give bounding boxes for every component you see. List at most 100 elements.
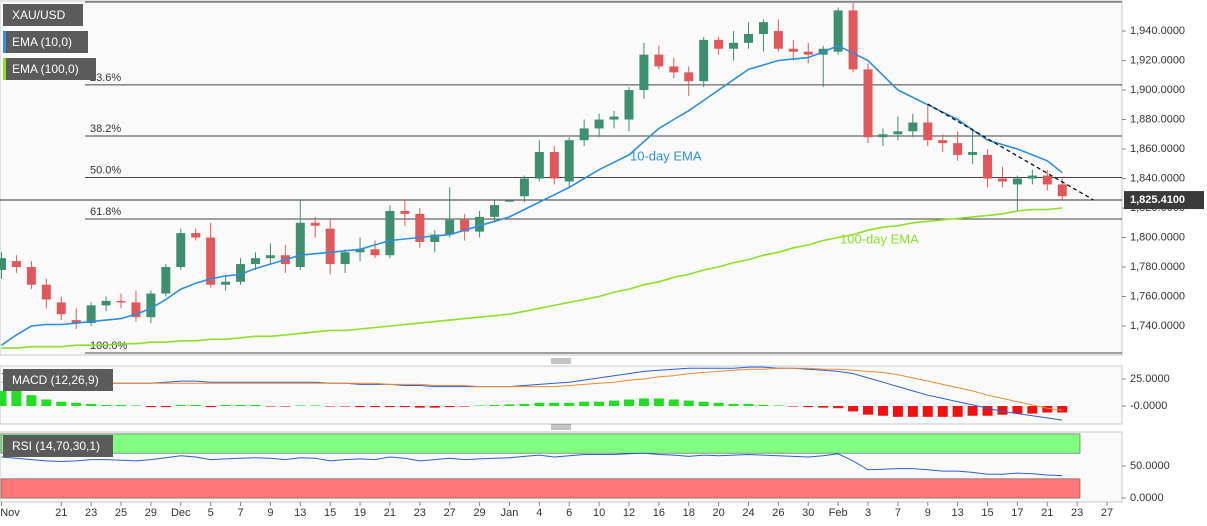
- macd-histogram-bar: [922, 406, 933, 417]
- macd-histogram-bar: [982, 406, 993, 416]
- macd-histogram-bar: [250, 404, 261, 407]
- macd-histogram-bar: [504, 404, 515, 407]
- candle-body: [758, 22, 768, 35]
- macd-histogram-bar: [1042, 406, 1053, 413]
- fib-label: 61.8%: [90, 206, 121, 218]
- price-tag: [1124, 191, 1204, 210]
- x-tick-label: 29: [145, 507, 157, 519]
- macd-histogram-bar: [967, 406, 978, 416]
- y-tick-label: 1,900.0000: [1130, 84, 1185, 96]
- candle-body: [848, 10, 858, 70]
- macd-histogram-bar: [116, 404, 127, 407]
- y-tick-label: 1,860.0000: [1130, 143, 1185, 155]
- macd-histogram-bar: [549, 402, 560, 407]
- x-tick-label: 25: [115, 507, 127, 519]
- x-tick-label: 23: [1071, 507, 1083, 519]
- x-tick-label: 13: [952, 507, 964, 519]
- candle-body: [161, 267, 171, 294]
- candle-body: [41, 284, 51, 300]
- macd-histogram-bar: [145, 406, 156, 408]
- candle-body: [534, 151, 544, 179]
- macd-histogram-bar: [907, 406, 918, 417]
- macd-histogram-bar: [728, 403, 739, 407]
- macd-histogram-bar: [713, 402, 724, 407]
- y-tick-label: 1,780.0000: [1130, 261, 1185, 273]
- fib-label: 23.6%: [90, 72, 121, 84]
- macd-histogram-bar: [564, 402, 575, 407]
- macd-histogram-bar: [175, 404, 186, 407]
- y-tick-label: 1,760.0000: [1130, 290, 1185, 302]
- macd-histogram-bar: [534, 402, 545, 407]
- legend-label: EMA (10,0): [12, 35, 72, 49]
- macd-histogram-bar: [892, 406, 903, 417]
- x-tick-label: 21: [384, 507, 396, 519]
- candle-body: [475, 216, 485, 232]
- candle-body: [878, 134, 888, 138]
- y-tick-label: 1,800.0000: [1130, 231, 1185, 243]
- macd-histogram-bar: [803, 406, 814, 408]
- macd-histogram-bar: [310, 405, 321, 407]
- candle-body: [743, 34, 753, 43]
- macd-histogram-bar: [833, 406, 844, 409]
- candle-body: [968, 151, 978, 155]
- macd-title: MACD (12,26,9): [12, 373, 99, 387]
- macd-histogram-bar: [26, 395, 37, 407]
- x-tick-label: 21: [55, 507, 67, 519]
- macd-histogram-bar: [0, 390, 7, 407]
- candle-body: [86, 305, 96, 324]
- candle-body: [131, 302, 141, 318]
- macd-histogram-bar: [41, 399, 52, 407]
- fib-label: 100.0%: [90, 340, 128, 352]
- candle-body: [833, 10, 843, 52]
- legend-swatch: [3, 58, 6, 80]
- macd-line: [1, 367, 1063, 411]
- macd-histogram-bar: [668, 399, 679, 407]
- y-tick-label: 1,740.0000: [1130, 320, 1185, 332]
- y-tick-label: 25.0000: [1130, 373, 1170, 385]
- annotation: 100-day EMA: [840, 231, 919, 246]
- candle-body: [609, 116, 619, 120]
- candle-body: [579, 128, 589, 141]
- candle-body: [788, 48, 798, 52]
- x-tick-label: 23: [85, 507, 97, 519]
- candle-body: [460, 219, 470, 232]
- macd-histogram-bar: [235, 404, 246, 407]
- macd-histogram-bar: [56, 401, 67, 407]
- candle-body: [1027, 175, 1037, 179]
- macd-histogram-bar: [130, 405, 141, 407]
- x-tick-label: 15: [981, 507, 993, 519]
- candle-body: [669, 66, 679, 73]
- macd-histogram-bar: [818, 406, 829, 408]
- candle-body: [803, 51, 813, 55]
- macd-histogram-bar: [579, 401, 590, 407]
- candle-body: [953, 143, 963, 155]
- candle-body: [116, 300, 126, 303]
- x-tick-label: 16: [653, 507, 665, 519]
- x-tick-label: 7: [895, 507, 901, 519]
- x-tick-label: 17: [1011, 507, 1023, 519]
- legend-box: [3, 369, 113, 391]
- candle-body: [624, 90, 634, 120]
- legend: XAU/USD EMA (10,0) EMA (100,0) MACD (12,…: [3, 4, 113, 457]
- legend-box: [3, 58, 96, 80]
- candle-body: [400, 210, 410, 214]
- candle-body: [26, 267, 36, 285]
- x-tick-label: 12: [623, 507, 635, 519]
- rsi-title: RSI (14,70,30,1): [12, 439, 100, 453]
- rsi-band: [0, 433, 1081, 454]
- macd-histogram-bar: [877, 406, 888, 416]
- candle-body: [863, 69, 873, 138]
- annotation: 10-day EMA: [630, 148, 702, 163]
- candle-body: [310, 222, 320, 226]
- y-tick-label: 1,880.0000: [1130, 113, 1185, 125]
- candle-body: [295, 222, 305, 268]
- macd-histogram-bar: [384, 406, 395, 408]
- resize-handle[interactable]: [551, 358, 571, 430]
- candle-body: [729, 42, 739, 49]
- macd-histogram-bar: [683, 400, 694, 407]
- macd-histogram-bar: [743, 403, 754, 407]
- y-tick-label: 1,940.0000: [1130, 25, 1185, 37]
- candle-body: [11, 261, 21, 268]
- macd-histogram-bar: [848, 406, 859, 412]
